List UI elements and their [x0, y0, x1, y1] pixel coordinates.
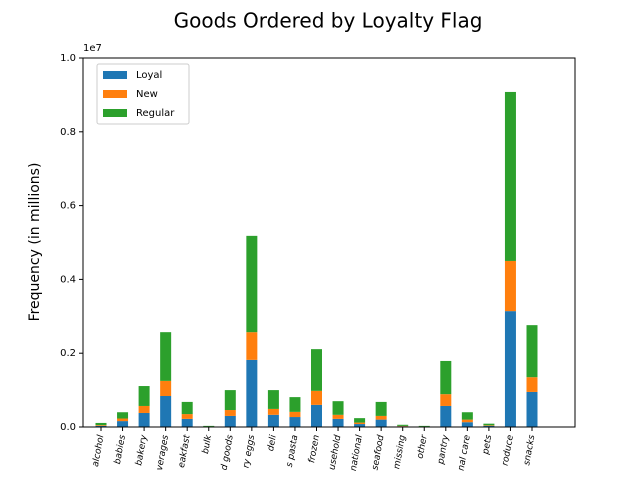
bar-segment: [181, 418, 193, 427]
y-tick-label: 0.6: [60, 201, 76, 212]
bar-segment: [332, 401, 344, 415]
bar-segment: [203, 425, 215, 427]
bar-segment: [267, 414, 279, 427]
bar-segment: [375, 419, 387, 427]
bar-segment: [160, 332, 172, 381]
y-tick-label: 0.8: [60, 127, 76, 138]
bar-segment: [246, 359, 258, 427]
bar-segment: [160, 396, 172, 427]
x-tick-label: deli: [266, 434, 279, 452]
bar-segment: [117, 421, 129, 427]
bar-segment: [461, 422, 473, 427]
bar-segment: [138, 412, 150, 427]
plot-frame: [82, 57, 576, 428]
bar-segment: [483, 423, 495, 426]
x-tick-label: seafood: [371, 434, 387, 471]
bar-segment: [95, 425, 107, 427]
x-tick-label: frozen: [307, 434, 322, 464]
bar-segment: [311, 349, 322, 391]
bar-segment: [95, 425, 107, 426]
bar-segment: [504, 311, 516, 427]
x-tick-label: usehold: [327, 434, 343, 471]
bar-segment: [354, 418, 366, 423]
bar-segment: [375, 401, 387, 416]
y-axis-label: Frequency (in millions): [27, 163, 43, 322]
x-tick-label: other: [416, 433, 430, 460]
legend-label: New: [136, 89, 158, 100]
bar-segment: [526, 325, 538, 378]
bar-segment: [95, 422, 107, 426]
bar-segment: [224, 410, 236, 416]
x-tick-label: bulk: [201, 433, 214, 454]
bar-segment: [526, 377, 538, 392]
x-tick-label: eakfast: [177, 434, 193, 469]
y-tick-label: 0.2: [60, 348, 76, 359]
bar-segment: [289, 411, 301, 418]
legend-label: Regular: [136, 108, 175, 119]
bar-segment: [160, 380, 172, 397]
x-tick-label: s pasta: [285, 434, 300, 468]
bar-segment: [504, 260, 516, 312]
legend-swatch: [103, 90, 127, 98]
x-tick-label: national: [349, 434, 365, 472]
bar-segment: [483, 425, 495, 426]
bar-segment: [332, 414, 344, 419]
bar-segment: [418, 425, 430, 427]
bar-segment: [181, 401, 193, 415]
y-tick-label: 0.4: [60, 274, 76, 285]
y-offset-label: 1e7: [83, 43, 102, 54]
legend-swatch: [103, 71, 127, 79]
bar-segment: [440, 405, 452, 427]
bar-segment: [504, 91, 516, 261]
bar-segment: [461, 419, 473, 423]
x-tick-label: roduce: [501, 434, 516, 467]
chart-title: Goods Ordered by Loyalty Flag: [174, 9, 483, 33]
bar-segment: [461, 412, 473, 420]
x-tick-label: verages: [155, 434, 171, 472]
bar-segment: [246, 235, 258, 333]
bar-segment: [354, 424, 366, 427]
bar-segment: [117, 418, 129, 422]
bar-segment: [224, 390, 236, 411]
bar-segment: [354, 422, 366, 425]
bar-segment: [397, 424, 409, 426]
legend-swatch: [103, 109, 127, 117]
bar-segment: [267, 390, 279, 409]
bar-segment: [138, 405, 150, 413]
bar-segment: [117, 412, 129, 419]
x-tick-label: missing: [392, 434, 408, 470]
x-tick-label: ry eggs: [242, 434, 258, 469]
x-tick-label: alcohol: [91, 434, 107, 468]
x-tick-label: pantry: [436, 434, 451, 466]
bar-segment: [289, 397, 301, 412]
bar-segment: [375, 415, 387, 420]
bar-segment: [181, 414, 193, 419]
y-tick-label: 1.0: [60, 53, 76, 64]
bar-segment: [289, 417, 301, 427]
bar-segment: [483, 425, 495, 427]
y-tick-label: 0.0: [60, 422, 76, 433]
bar-segment: [311, 390, 322, 405]
bar-segment: [246, 332, 258, 360]
x-tick-label: nal care: [457, 434, 473, 472]
bar-segment: [311, 404, 322, 427]
bar-segment: [138, 386, 150, 406]
bar-segment: [267, 408, 279, 415]
bar-segment: [332, 418, 344, 427]
x-tick-label: bakery: [134, 434, 149, 467]
bar-segment: [440, 394, 452, 406]
x-tick-label: d goods: [220, 434, 236, 471]
bar-segment: [526, 391, 538, 427]
x-tick-label: babies: [113, 434, 128, 465]
x-tick-label: snacks: [522, 434, 537, 466]
legend-label: Loyal: [136, 70, 162, 81]
x-tick-label: pets: [481, 434, 494, 456]
bar-segment: [440, 360, 452, 395]
bar-segment: [224, 415, 236, 427]
